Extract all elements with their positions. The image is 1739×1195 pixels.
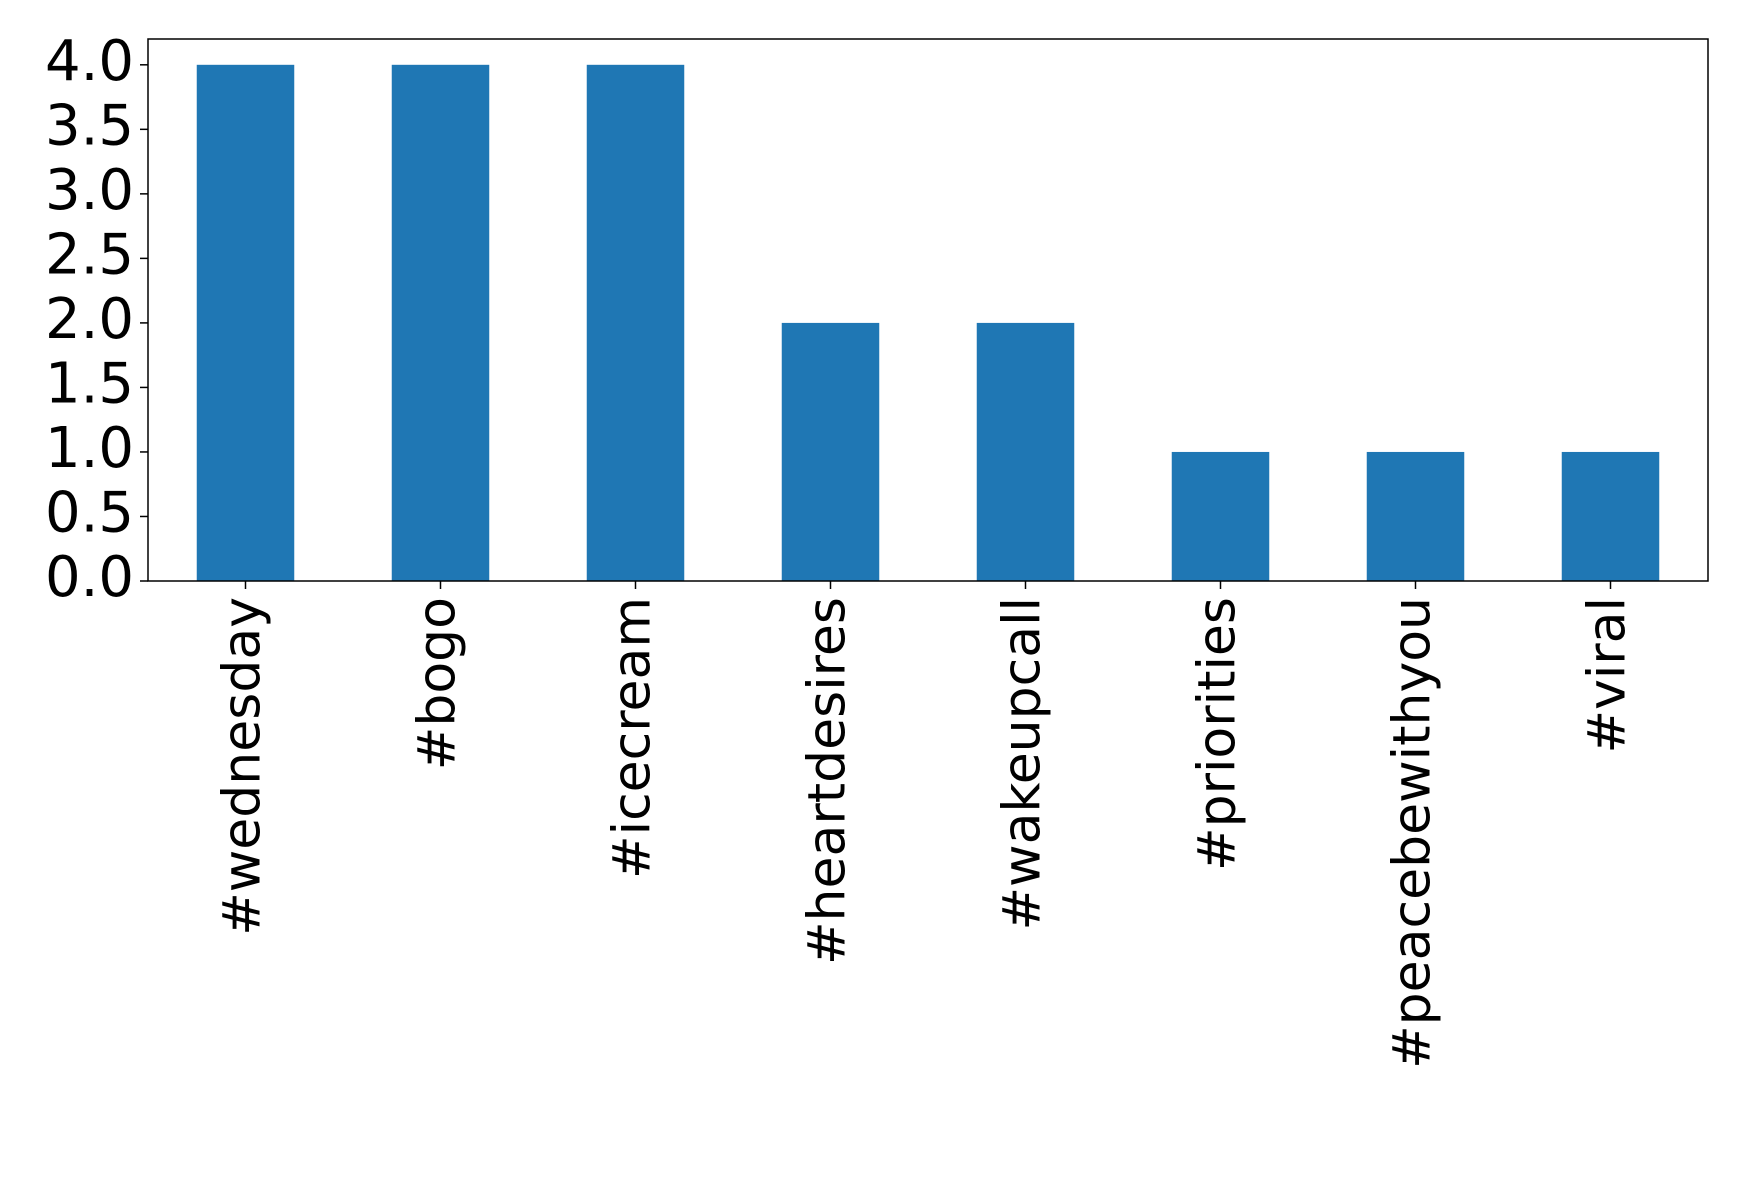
x-tick-label: #priorities <box>1188 597 1248 871</box>
x-tick-label: #wakeupcall <box>993 597 1053 931</box>
bar <box>391 64 490 582</box>
y-tick-label: 1.0 <box>45 416 134 481</box>
bar <box>976 322 1075 581</box>
x-tick-label: #peacebewithyou <box>1383 597 1443 1069</box>
y-tick-label: 0.0 <box>45 545 134 610</box>
y-tick-label: 0.5 <box>45 481 134 546</box>
bar <box>1561 451 1660 581</box>
bar <box>196 64 295 582</box>
x-tick-label: #viral <box>1578 597 1638 753</box>
bar <box>781 322 880 581</box>
y-tick-label: 2.5 <box>45 223 134 288</box>
y-tick-label: 3.0 <box>45 158 134 223</box>
y-tick-label: 3.5 <box>45 93 134 158</box>
x-tick-label: #icecream <box>603 597 663 879</box>
y-tick-label: 2.0 <box>45 287 134 352</box>
y-tick-label: 4.0 <box>45 29 134 94</box>
bar <box>586 64 685 582</box>
x-tick-label: #bogo <box>408 597 468 770</box>
y-tick-label: 1.5 <box>45 352 134 417</box>
x-tick-label: #wednesday <box>213 597 273 936</box>
bar <box>1171 451 1270 581</box>
x-tick-label: #heartdesires <box>798 597 858 965</box>
plot-frame <box>147 38 1709 582</box>
bar <box>1366 451 1465 581</box>
